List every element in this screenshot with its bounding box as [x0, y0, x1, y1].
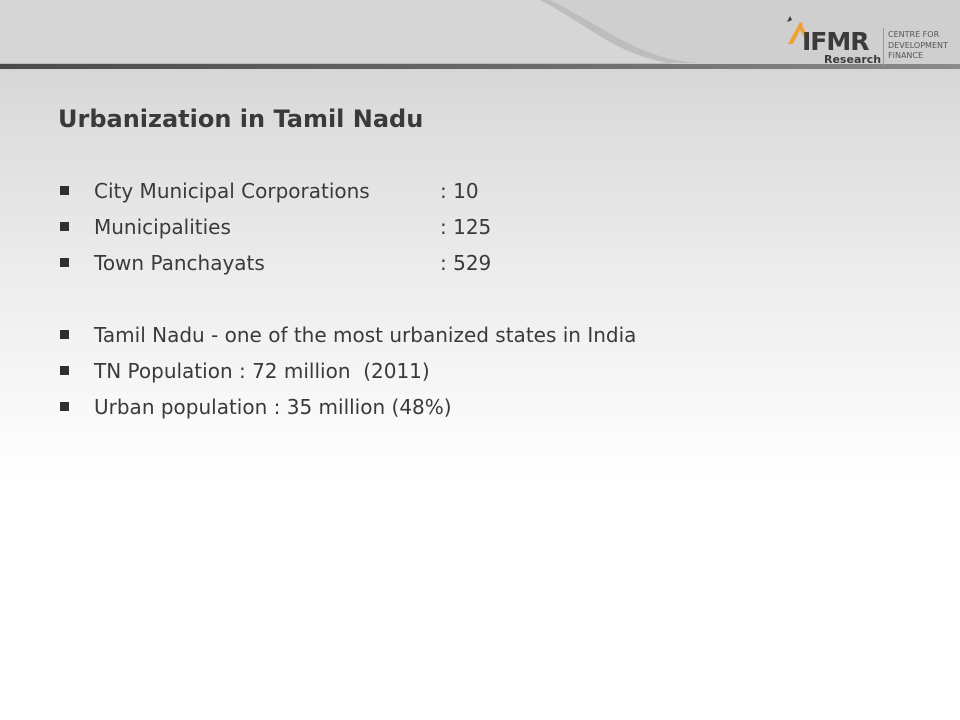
logo-wordmark: IFMR: [802, 27, 870, 56]
square-bullet-icon: [60, 258, 69, 267]
note-text: Tamil Nadu - one of the most urbanized s…: [94, 323, 637, 347]
list-item: Town Panchayats : 529: [58, 245, 636, 281]
slide-title: Urbanization in Tamil Nadu: [58, 105, 424, 133]
ifmr-logo: IFMR Research CENTRE FOR DEVELOPMENT FIN…: [784, 14, 948, 66]
list-item: Municipalities : 125: [58, 209, 636, 245]
bullet-list: City Municipal Corporations : 10 Municipa…: [58, 173, 636, 425]
square-bullet-icon: [60, 366, 69, 375]
logo-tagline-line: CENTRE FOR: [888, 30, 940, 39]
square-bullet-icon: [60, 402, 69, 411]
list-item: Urban population : 35 million (48%): [58, 389, 636, 425]
stat-term: City Municipal Corporations: [94, 179, 370, 203]
header-band: [0, 0, 960, 72]
stat-term: Town Panchayats: [94, 251, 265, 275]
list-item: Tamil Nadu - one of the most urbanized s…: [58, 317, 636, 353]
list-item: City Municipal Corporations : 10: [58, 173, 636, 209]
logo-tagline-line: DEVELOPMENT: [888, 40, 948, 50]
square-bullet-icon: [60, 330, 69, 339]
stat-term: Municipalities: [94, 215, 231, 239]
list-item: TN Population : 72 million (2011): [58, 353, 636, 389]
stat-value: : 529: [440, 251, 492, 275]
square-bullet-icon: [60, 186, 69, 195]
logo-divider: [883, 28, 884, 66]
stat-value: : 125: [440, 215, 492, 239]
square-bullet-icon: [60, 222, 69, 231]
stat-value: : 10: [440, 179, 479, 203]
logo-research-label: Research: [824, 53, 882, 66]
ifmr-roof-icon: [787, 16, 810, 44]
note-text: Urban population : 35 million (48%): [94, 395, 452, 419]
note-text: TN Population : 72 million (2011): [94, 359, 430, 383]
logo-tagline: CENTRE FOR DEVELOPMENT FINANCE: [888, 30, 948, 62]
logo-tagline-line: FINANCE: [888, 51, 924, 60]
